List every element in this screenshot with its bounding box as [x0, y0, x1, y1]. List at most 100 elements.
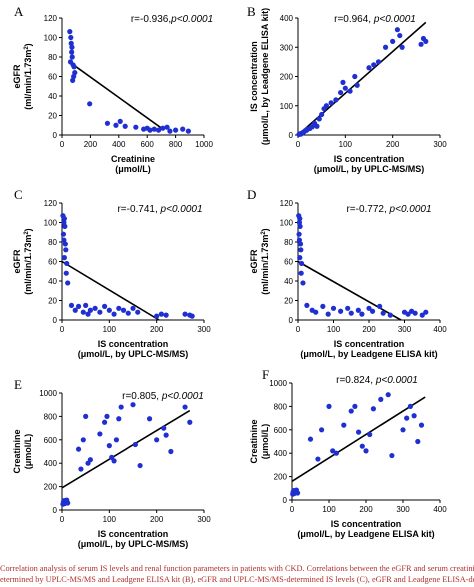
panel-f-data-point [363, 448, 369, 454]
panel-f-data-point [326, 403, 332, 409]
panel-f-data-point [333, 450, 339, 456]
panel-e-data-point [111, 458, 117, 464]
panel-d-data-point [412, 310, 418, 316]
panel-a-y-tick-label: 0 [53, 131, 58, 140]
panel-e-data-point [132, 441, 138, 448]
panel-e-data-point [106, 443, 112, 449]
panel-c-data-point [60, 231, 67, 237]
panel-d-data-point [348, 310, 354, 316]
panel-b-y-tick-label: 400 [280, 14, 294, 23]
panel-d-y-label-units: (ml/min/1.73m2) [260, 228, 270, 294]
panel-c-data-point [62, 223, 68, 229]
panel-d-data-point [297, 255, 303, 261]
panel-c-label: C [14, 187, 23, 202]
panel-b-data-point [382, 44, 389, 50]
panel-b-y-tick-label: 200 [280, 73, 294, 82]
panel-d-data-point [330, 305, 337, 311]
panel-c-data-point [135, 309, 141, 315]
panel-e-x-tick-label: 300 [197, 515, 211, 524]
panel-b-data-point [314, 123, 320, 129]
panel-c-data-point [61, 237, 67, 243]
panel-e-data-point [137, 462, 143, 469]
panel-a-label: A [14, 4, 24, 19]
panel-c-data-point [61, 216, 67, 222]
panel-d-y-tick-label: 0 [289, 316, 294, 325]
panel-c-x-tick-label: 0 [60, 325, 65, 334]
panel-c-data-point [85, 311, 91, 317]
panel-d-x-tick-label: 400 [433, 325, 447, 334]
panel-d-data-point [320, 303, 326, 309]
panel-d-data-point [296, 231, 302, 237]
panel-b-x-label: IS concentration [334, 154, 405, 164]
panel-f-data-point [341, 422, 347, 428]
panel-e-correlation: r=0.805, p<0.0001 [122, 391, 204, 402]
panel-e-data-point [118, 404, 124, 410]
panel-b-y-tick-label: 300 [280, 43, 294, 52]
panel-a-data-point [113, 122, 119, 128]
panel-c-data-point [83, 302, 89, 308]
panel-b-data-point [394, 27, 400, 33]
panel-e-y-tick-label: 400 [44, 459, 58, 468]
panel-d-data-point [366, 305, 372, 311]
panel-a: Ar=-0.936,p<0.0001 0 20 40 60 80 100 120 0 200 400… [12, 4, 213, 174]
panel-e-x-tick-label: 100 [103, 515, 117, 524]
panel-e-data-point [168, 448, 174, 455]
panel-f-data-point [348, 408, 354, 414]
panel-c-regression-line [61, 260, 160, 321]
panel-a-correlation: r=-0.936,p<0.0001 [131, 14, 213, 25]
panel-a-y-tick-label: 60 [48, 73, 57, 82]
panel-e-data-point [154, 437, 160, 443]
panel-b-data-point [342, 85, 348, 91]
panel-e-data-point [97, 431, 103, 437]
figure-caption: Correlation analysis of serum IS levels … [0, 563, 474, 587]
panel-a-data-point [117, 118, 123, 124]
panel-a-data-point [173, 127, 179, 133]
panel-c-y-tick-label: 60 [48, 258, 57, 267]
caption-line-2: etermined by UPLC-MS/MS and Leadgene ELI… [0, 575, 474, 584]
panel-a-data-point [72, 70, 78, 76]
panel-c-data-point [106, 307, 112, 313]
panel-c-data-point [80, 309, 86, 315]
panel-d-regression-line [297, 260, 402, 321]
panel-b: Br=0.964, p<0.0001 0 100 200 300 400 0 100 200 30… [247, 4, 447, 174]
panel-d-x-tick-label: 100 [327, 325, 341, 334]
panel-a-y-label: eGFR [12, 64, 22, 89]
panel-c-y-tick-label: 20 [48, 297, 57, 306]
panel-d-y-label: eGFR [249, 249, 259, 274]
panel-a-data-point [68, 40, 74, 46]
panel-b-data-point [323, 103, 329, 109]
panel-e-x-label: IS concentration [98, 529, 169, 539]
panel-f-data-point [418, 422, 425, 428]
panel-e-data-point [187, 419, 193, 425]
panel-d-x-tick-label: 0 [296, 325, 301, 334]
panel-e-regression-line [61, 409, 191, 489]
panel-c-data-point [87, 307, 93, 313]
panel-c-data-point [63, 270, 69, 276]
panel-a-x-tick-label: 200 [84, 140, 98, 149]
panel-c-y-tick-label: 120 [44, 199, 58, 208]
panel-a-data-point [151, 126, 157, 132]
panel-a-data-point [68, 34, 74, 41]
panel-c-y-tick-label: 100 [44, 219, 58, 228]
panel-a-data-point [71, 64, 77, 70]
panel-d-correlation: r=-0.772, p<0.0001 [346, 204, 431, 215]
panel-d-data-point [387, 312, 393, 318]
panel-f-x-tick-label: 400 [433, 505, 447, 514]
panel-c: Cr=-0.741, p<0.0001 0 20 40 60 80 100 120 0 100 20… [12, 187, 211, 359]
panel-c-data-point [182, 311, 188, 317]
panel-a-x-label: Creatinine [111, 154, 155, 164]
panel-e-x-tick-label: 200 [150, 515, 164, 524]
panel-c-data-point [92, 305, 98, 311]
panel-c-data-point [111, 311, 117, 317]
panel-f-data-point [294, 490, 301, 496]
panel-e-y-label: Creatinine [12, 429, 22, 473]
panel-e-label: E [14, 377, 22, 392]
panel-e-data-point [130, 402, 136, 408]
panel-f-x-tick-label: 300 [396, 505, 410, 514]
panel-e-data-point [161, 425, 167, 431]
panel-b-y-label: IS concentration [249, 41, 259, 112]
panel-b-label: B [247, 4, 256, 19]
panel-c-data-point [120, 307, 127, 313]
panel-f-y-tick-label: 200 [274, 473, 288, 482]
